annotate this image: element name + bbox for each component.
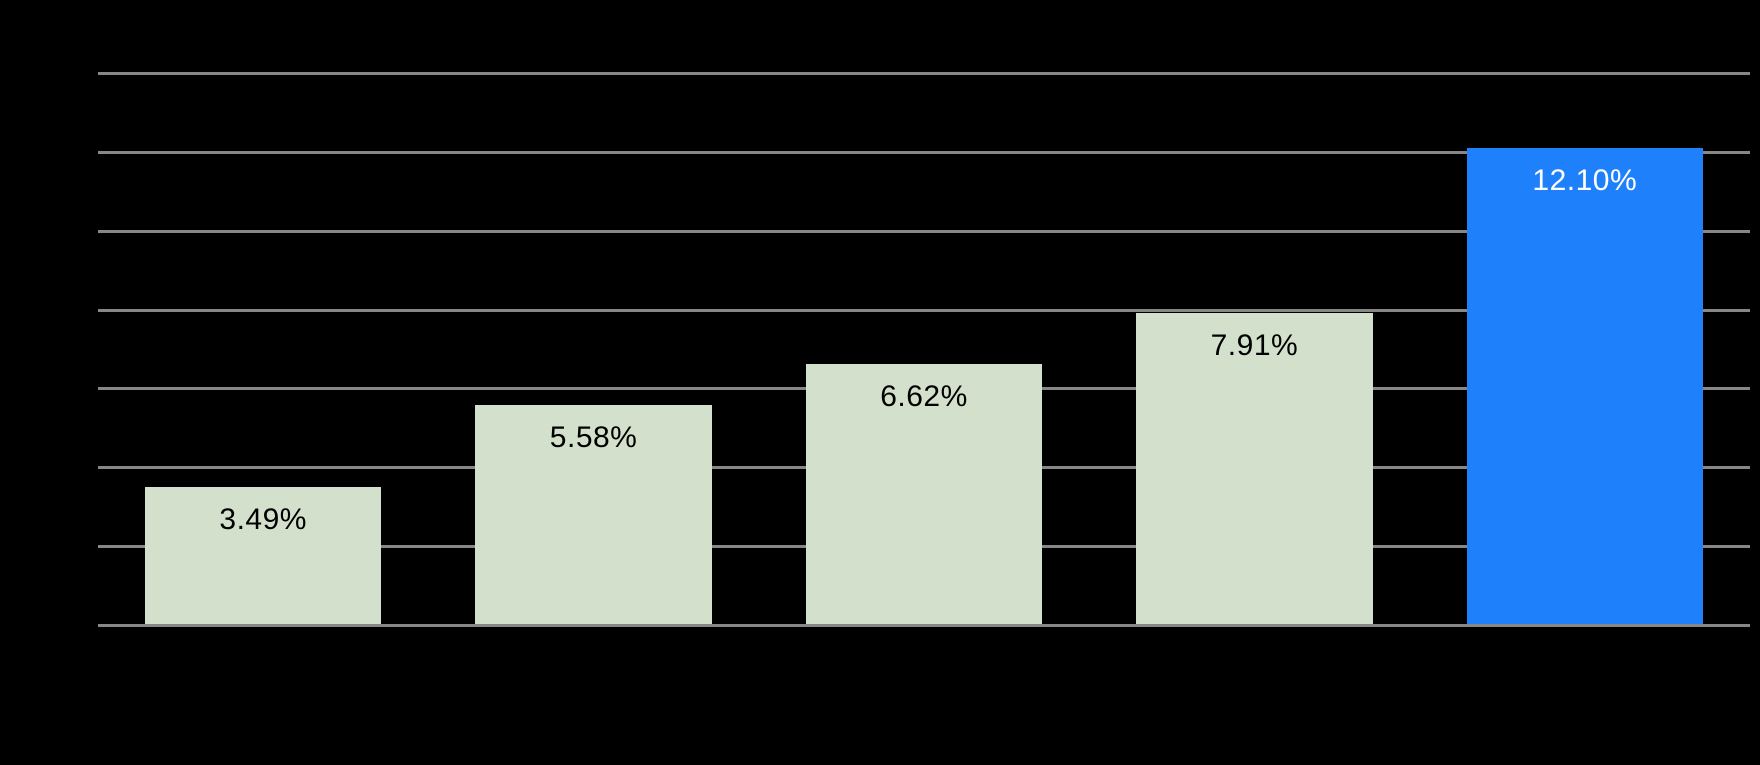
bar: 7.91% [1136,313,1373,625]
x-axis-line [98,624,1750,627]
bar-value-label: 12.10% [1532,163,1638,197]
bar: 6.62% [805,363,1043,625]
bar: 5.58% [475,405,712,625]
plot-area: 3.49% 5.58% 6.62% 7.91% 12.10% [98,72,1750,627]
bar-value-label: 6.62% [880,379,968,413]
bar: 3.49% [145,487,382,625]
gridline [98,229,1750,233]
gridline [98,308,1750,312]
bar-highlighted: 12.10% [1466,147,1703,625]
bar-value-label: 3.49% [219,503,307,537]
gridline [98,150,1750,154]
bar-value-label: 5.58% [549,421,638,454]
bar-value-label: 7.91% [1210,329,1299,363]
gridline [98,72,1750,75]
